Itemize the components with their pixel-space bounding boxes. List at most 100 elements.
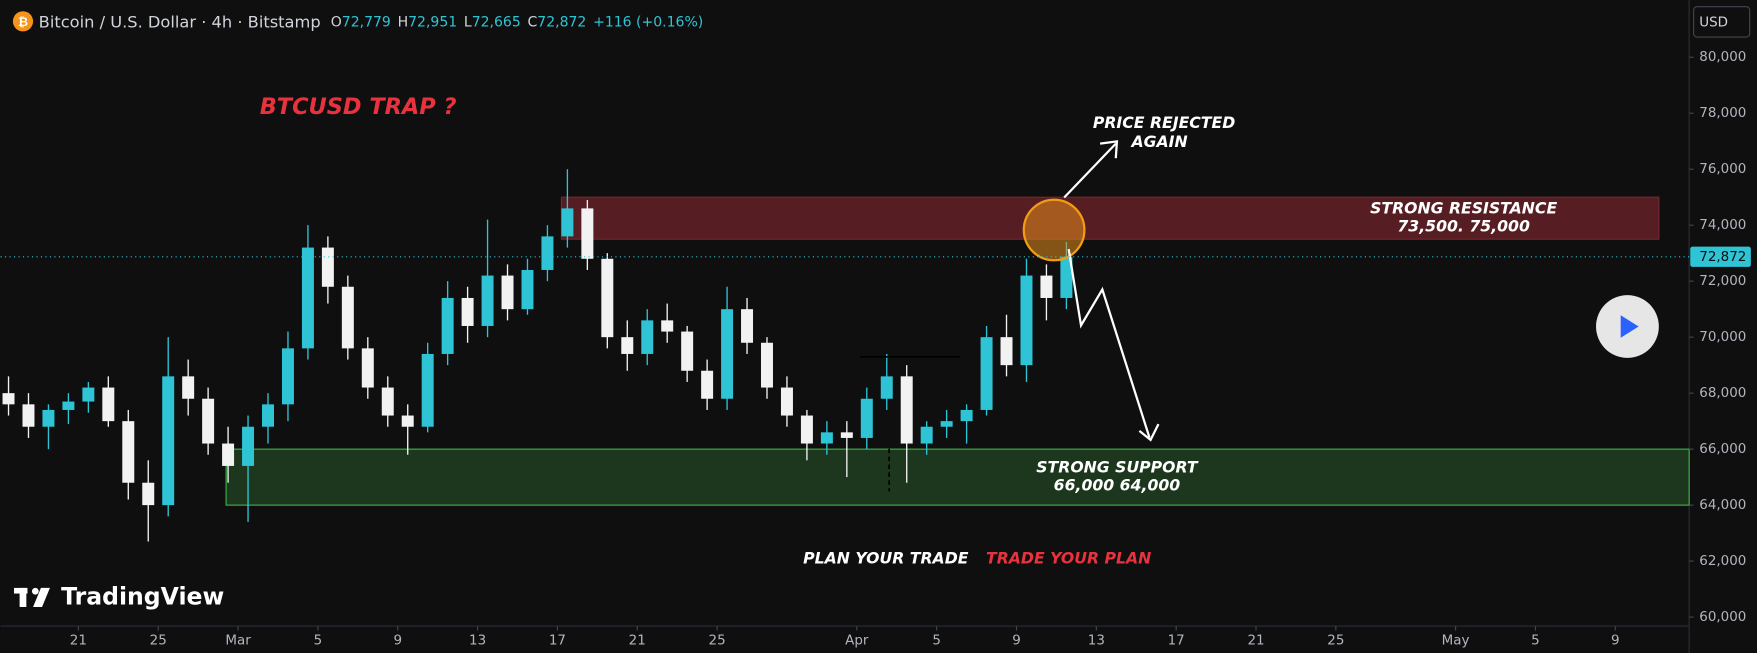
candle-body <box>521 269 534 310</box>
arrow-head <box>1099 140 1119 159</box>
candle-body <box>900 376 913 444</box>
candle-body <box>62 401 75 410</box>
candle-body <box>800 415 813 444</box>
h-label: H <box>398 14 409 30</box>
o-value: 72,779 <box>342 14 391 30</box>
header: Bitcoin / U.S. Dollar · 4h · Bitstamp O72… <box>39 12 704 31</box>
change: +116 (+0.16%) <box>593 14 703 30</box>
y-tick-label: 70,000 <box>1699 330 1746 345</box>
y-tick-label: 78,000 <box>1699 106 1746 121</box>
arrows <box>1063 140 1160 442</box>
x-tick-label: Mar <box>225 634 251 649</box>
x-tick-label: 5 <box>932 634 941 649</box>
btc-icon <box>12 11 34 32</box>
zone <box>560 196 1660 240</box>
candle-body <box>202 398 215 444</box>
candle-body <box>940 421 953 427</box>
annotation: PRICE REJECTED <box>1093 113 1235 132</box>
candle-body <box>401 415 414 427</box>
btc-icon-glyph: ₿ <box>18 15 28 29</box>
x-tick-label: 17 <box>1168 634 1185 649</box>
arrow-head <box>1138 423 1160 442</box>
candle-body <box>321 247 334 287</box>
candle-body <box>581 208 594 259</box>
y-tick-label: 66,000 <box>1699 442 1746 457</box>
l-label: L <box>464 14 472 30</box>
candle-body <box>1040 275 1053 298</box>
rejection-circle <box>1022 198 1086 262</box>
x-tick-label: 9 <box>1012 634 1021 649</box>
candle-body <box>281 348 294 405</box>
annotation: AGAIN <box>1129 132 1187 151</box>
arrow-down <box>1067 248 1151 438</box>
candle-body <box>182 376 195 399</box>
candle-body <box>461 297 474 326</box>
candles <box>2 169 1073 542</box>
candle-body <box>561 208 574 237</box>
y-tick-label: 60,000 <box>1699 610 1746 625</box>
logo-part <box>19 587 27 607</box>
currency[interactable]: USD <box>1699 15 1728 30</box>
candle-body <box>920 426 933 444</box>
candle-body <box>701 370 714 399</box>
x-tick-label: 13 <box>469 634 486 649</box>
symbol: Bitcoin / U.S. Dollar · 4h · Bitstamp <box>39 12 321 31</box>
x-tick-label: Apr <box>845 634 869 649</box>
y-tick-label: 62,000 <box>1699 554 1746 569</box>
x-tick-label: May <box>1442 634 1470 649</box>
candle-body <box>501 275 514 310</box>
x-tick-label: 5 <box>314 634 323 649</box>
candle-body <box>122 421 135 483</box>
currency-button[interactable] <box>1693 6 1751 38</box>
candle-body <box>880 376 893 399</box>
x-tick-label: 25 <box>150 634 167 649</box>
candle-body <box>1060 256 1073 298</box>
c-label: C <box>527 14 537 30</box>
x-tick-label: 21 <box>629 634 646 649</box>
candle-body <box>661 320 674 332</box>
candle-body <box>441 297 454 354</box>
x-tick-label: 9 <box>393 634 402 649</box>
x-tick-label: 9 <box>1611 634 1620 649</box>
candle-body <box>860 398 873 438</box>
play-icon[interactable] <box>1620 315 1639 338</box>
zone-label: 73,500. 75,000 <box>1397 217 1530 236</box>
o-label: O <box>331 14 342 30</box>
x-tick-label: 25 <box>709 634 726 649</box>
arrow-up <box>1063 142 1117 199</box>
candle-body <box>82 387 95 402</box>
zone-label: 66,000 64,000 <box>1054 476 1181 495</box>
y-tick-label: 80,000 <box>1699 50 1746 65</box>
footer-left: PLAN YOUR TRADE <box>803 548 969 567</box>
brand-logo <box>14 587 50 607</box>
logo-part <box>31 587 39 595</box>
brand: TradingView <box>61 583 224 611</box>
h-value: 72,951 <box>408 14 457 30</box>
candle-body <box>621 337 634 354</box>
logo-part <box>33 587 50 607</box>
candle-body <box>242 426 255 466</box>
candle-body <box>960 409 973 422</box>
x-tick-label: 25 <box>1327 634 1344 649</box>
candle-body <box>222 443 235 466</box>
candle-body <box>421 353 434 427</box>
x-tick-label: 21 <box>70 634 87 649</box>
candle-body <box>721 309 734 399</box>
candle-body <box>2 393 15 405</box>
zone <box>225 448 1690 506</box>
zone-label: STRONG SUPPORT <box>1036 458 1199 477</box>
candle-body <box>162 376 175 506</box>
candle-body <box>820 432 833 444</box>
candle-body <box>102 387 115 422</box>
last-price-box <box>1690 246 1751 267</box>
zone-label: STRONG RESISTANCE <box>1370 199 1557 218</box>
candle-body <box>980 337 993 410</box>
candle-body <box>761 342 773 388</box>
candle-body <box>1000 337 1013 366</box>
candle-body <box>741 309 754 343</box>
x-tick-label: 17 <box>549 634 566 649</box>
candle-body <box>301 247 314 349</box>
